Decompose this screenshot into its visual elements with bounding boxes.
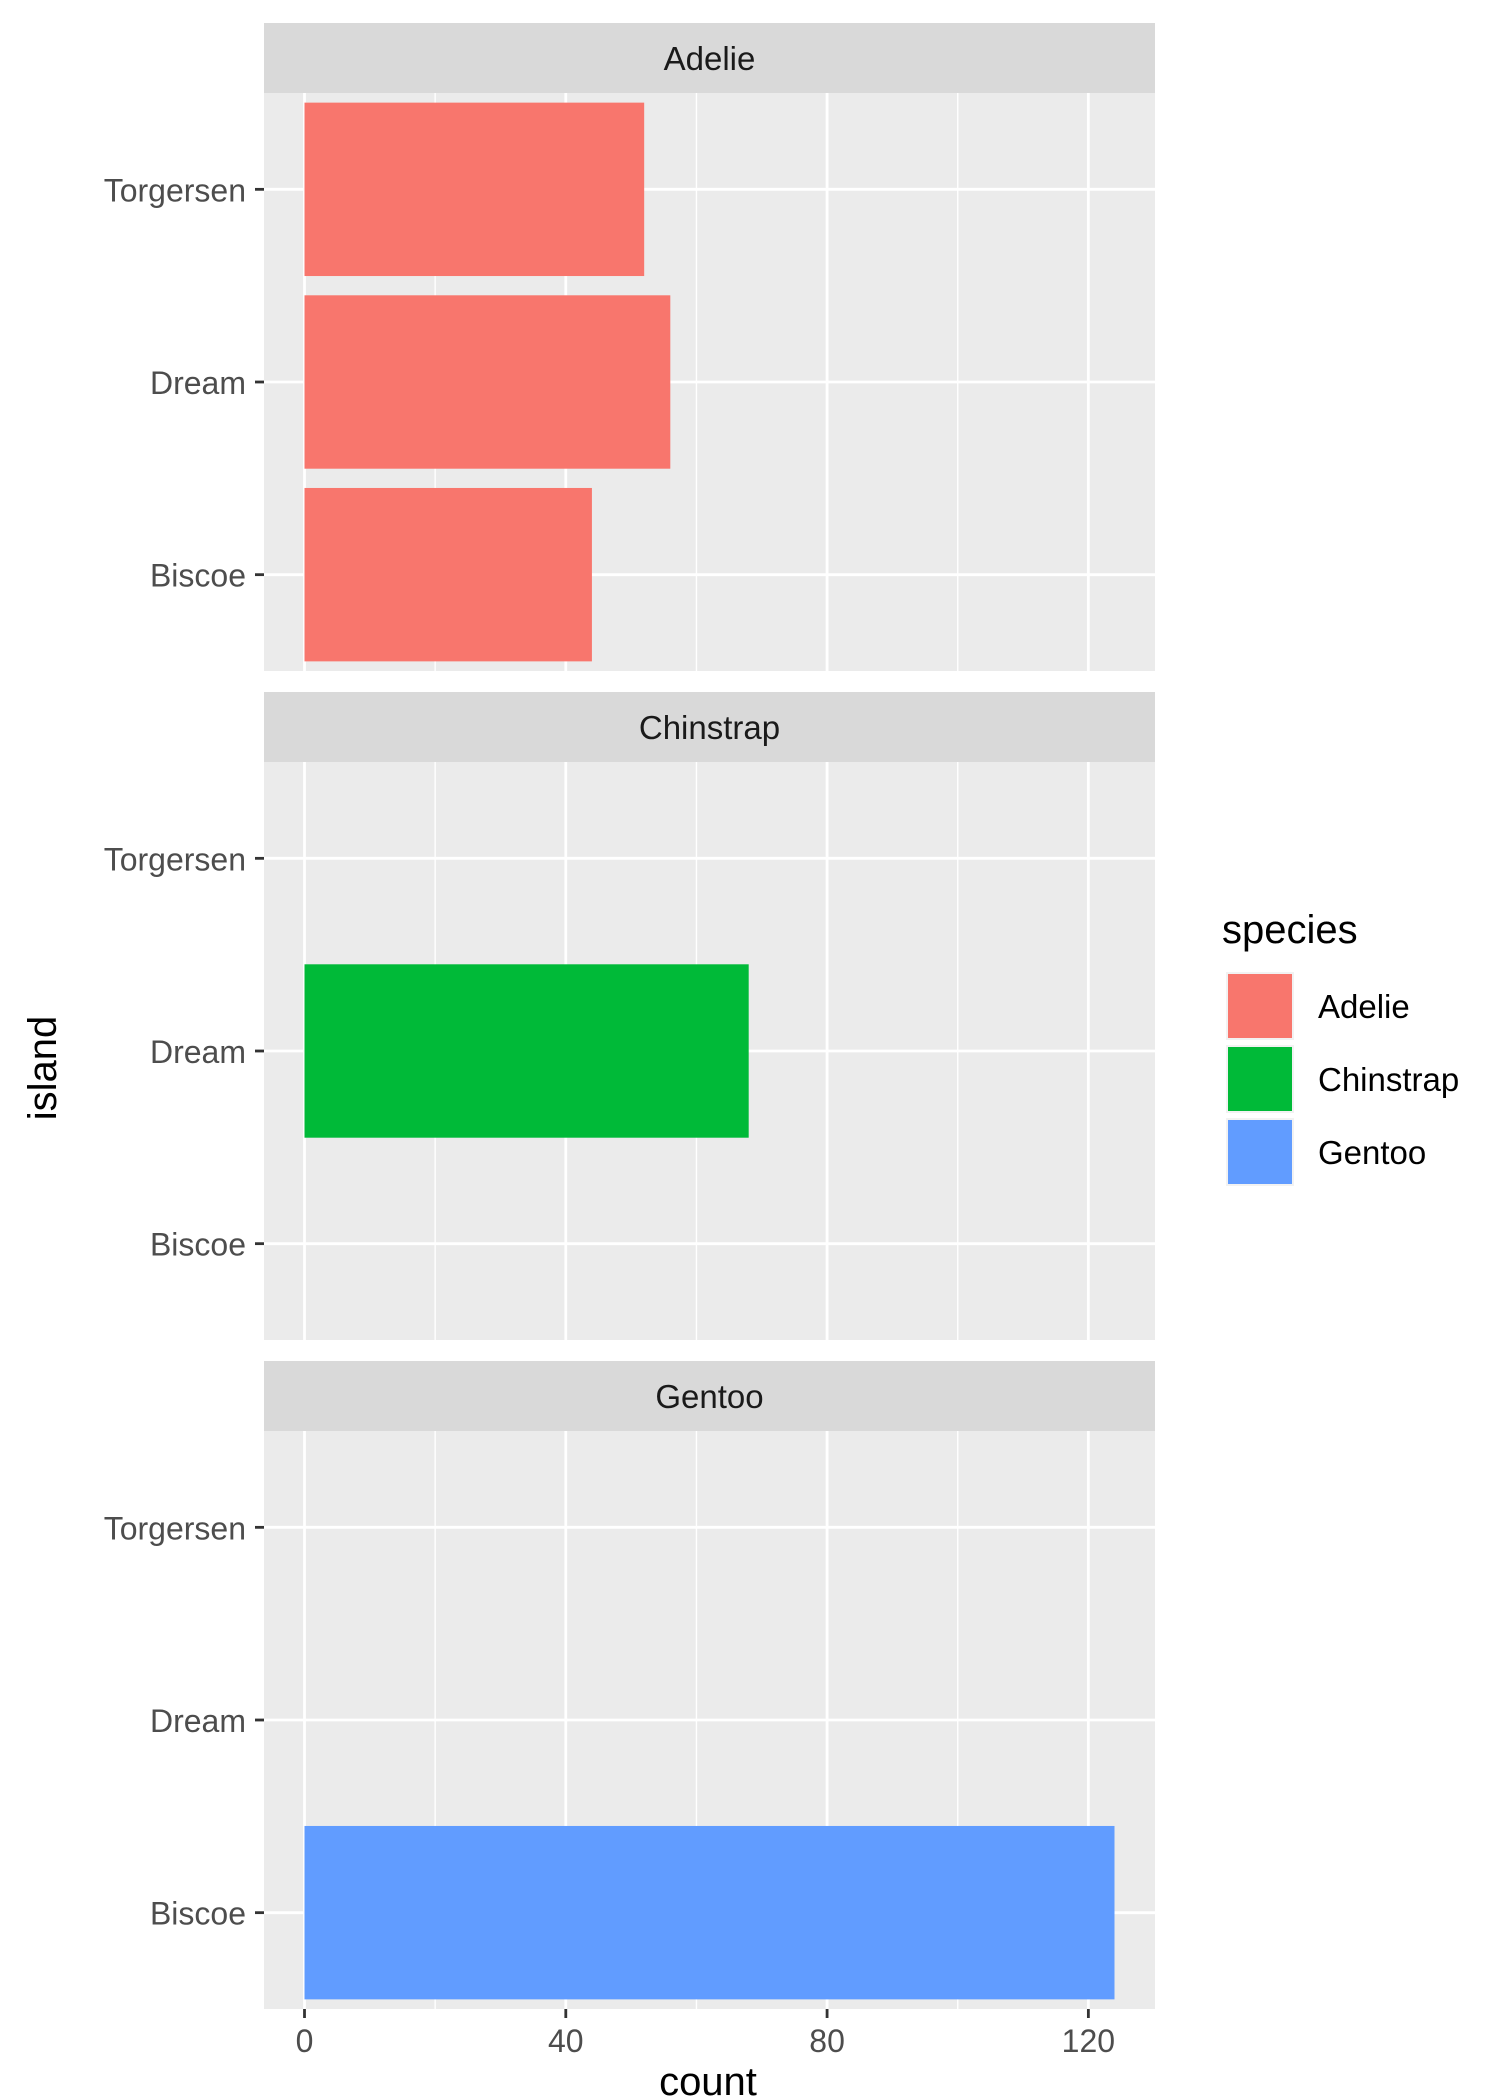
facet-strip-label: Gentoo: [655, 1378, 763, 1415]
bar-adelie-dream: [304, 295, 671, 469]
legend-label-chinstrap: Chinstrap: [1318, 1061, 1459, 1098]
facet-panels: Adelie Torgersen Dream Biscoe Chinstrap Torge…: [104, 23, 1155, 2009]
x-axis-title: count: [659, 2060, 757, 2100]
y-tick-label: Dream: [150, 1034, 246, 1070]
y-tick-label: Biscoe: [150, 1896, 246, 1932]
bar-adelie-biscoe: [304, 487, 592, 662]
legend-key-gentoo: [1228, 1120, 1292, 1184]
bar-gentoo-biscoe: [304, 1825, 1115, 2000]
facet-panel-adelie: Adelie Torgersen Dream Biscoe: [104, 23, 1155, 671]
x-tick-label: 80: [809, 2023, 845, 2059]
facet-strip: [264, 692, 1155, 762]
y-axis-title: island: [21, 1016, 65, 1121]
y-tick-label: Torgersen: [104, 841, 246, 877]
legend-title: species: [1222, 908, 1358, 952]
facet-strip-label: Chinstrap: [639, 709, 780, 746]
legend-label-adelie: Adelie: [1318, 988, 1410, 1025]
facet-strip-label: Adelie: [664, 40, 756, 77]
legend-key-adelie: [1228, 974, 1292, 1038]
x-tick-label: 40: [548, 2023, 584, 2059]
legend-label-gentoo: Gentoo: [1318, 1134, 1426, 1171]
facet-panel-chinstrap: Chinstrap Torgersen Dream Biscoe: [104, 692, 1155, 1340]
y-tick-label: Torgersen: [104, 172, 246, 208]
x-axis: 0 40 80 120: [296, 2009, 1115, 2059]
x-tick-label: 0: [296, 2023, 314, 2059]
y-tick-label: Biscoe: [150, 558, 246, 594]
y-tick-label: Torgersen: [104, 1510, 246, 1546]
y-tick-label: Biscoe: [150, 1227, 246, 1263]
bar-chinstrap-dream: [304, 964, 749, 1138]
legend-key-chinstrap: [1228, 1047, 1292, 1111]
facet-panel-gentoo: Gentoo Torgersen Dream Biscoe: [104, 1361, 1155, 2009]
bar-adelie-torgersen: [304, 102, 645, 277]
legend: species Adelie Chinstrap Gentoo: [1222, 908, 1459, 1186]
y-tick-label: Dream: [150, 365, 246, 401]
x-tick-label: 120: [1062, 2023, 1115, 2059]
facet-strip: [264, 23, 1155, 93]
facet-strip: [264, 1361, 1155, 1431]
y-tick-label: Dream: [150, 1703, 246, 1739]
